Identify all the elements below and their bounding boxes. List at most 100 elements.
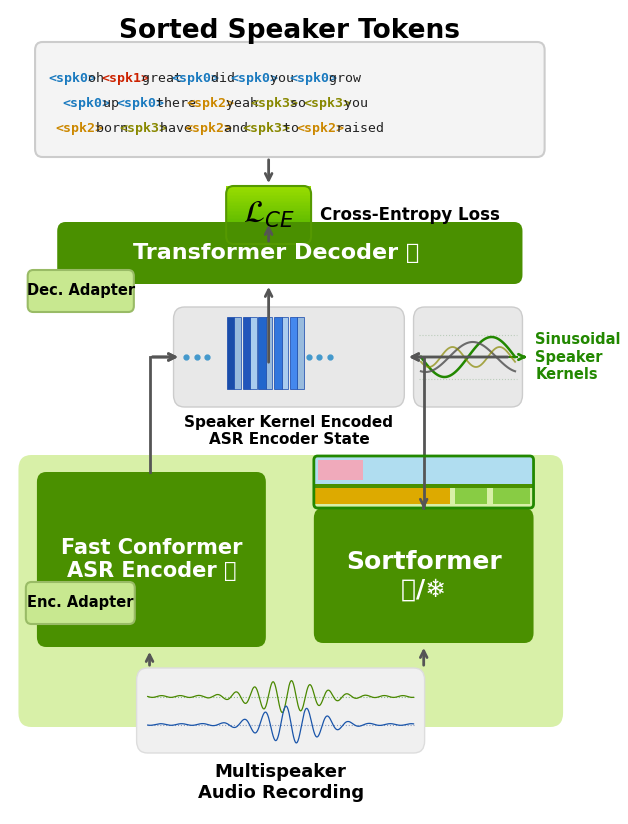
Bar: [455, 488, 487, 504]
Bar: [274, 317, 281, 389]
Text: Dec. Adapter: Dec. Adapter: [27, 283, 135, 298]
FancyBboxPatch shape: [57, 222, 522, 284]
Text: have: have: [152, 121, 200, 134]
Bar: [226, 186, 311, 189]
FancyBboxPatch shape: [28, 270, 134, 312]
Bar: [243, 317, 250, 389]
Bar: [281, 317, 288, 389]
Text: <spk0>: <spk0>: [48, 72, 96, 85]
Bar: [226, 230, 311, 232]
Text: Transformer Decoder 🔥: Transformer Decoder 🔥: [133, 243, 419, 263]
Bar: [226, 204, 311, 206]
Bar: [226, 199, 311, 202]
Bar: [226, 232, 311, 235]
FancyBboxPatch shape: [37, 472, 266, 647]
Text: <spk0>: <spk0>: [171, 72, 219, 85]
Bar: [318, 460, 363, 480]
Bar: [290, 317, 297, 389]
Bar: [493, 488, 530, 504]
Text: great: great: [134, 72, 190, 85]
Bar: [226, 211, 311, 213]
Bar: [226, 200, 311, 203]
Text: oh: oh: [80, 72, 112, 85]
Bar: [226, 189, 311, 191]
Text: Sortformer
🔥/❄️: Sortformer 🔥/❄️: [346, 550, 502, 602]
Text: you: you: [262, 72, 302, 85]
Bar: [226, 236, 311, 238]
Bar: [227, 317, 234, 389]
Text: <spk2>: <spk2>: [296, 121, 344, 134]
Text: $\mathcal{L}_{CE}$: $\mathcal{L}_{CE}$: [242, 200, 295, 230]
FancyBboxPatch shape: [18, 455, 563, 727]
Text: to: to: [275, 121, 307, 134]
Bar: [226, 217, 311, 219]
Bar: [314, 484, 534, 488]
Text: did: did: [203, 72, 243, 85]
Bar: [226, 221, 311, 223]
Bar: [259, 317, 266, 389]
Text: Multispeaker
Audio Recording: Multispeaker Audio Recording: [198, 763, 364, 802]
Bar: [226, 208, 311, 210]
Text: yeah: yeah: [218, 96, 266, 110]
Bar: [226, 227, 311, 229]
Text: grow: grow: [321, 72, 361, 85]
Bar: [250, 317, 257, 389]
Bar: [226, 231, 311, 233]
Bar: [226, 236, 311, 239]
Bar: [226, 187, 311, 190]
Text: <spk3>: <spk3>: [250, 96, 298, 110]
Text: <spk0>: <spk0>: [63, 96, 111, 110]
Bar: [226, 241, 311, 244]
Text: <spk2>: <spk2>: [186, 96, 234, 110]
Bar: [226, 206, 311, 208]
Bar: [297, 317, 304, 389]
Text: Fast Conformer
ASR Encoder 🔥: Fast Conformer ASR Encoder 🔥: [61, 538, 242, 581]
Bar: [226, 194, 311, 197]
Text: Enc. Adapter: Enc. Adapter: [27, 596, 134, 611]
Bar: [226, 222, 311, 225]
Text: Cross-Entropy Loss: Cross-Entropy Loss: [320, 206, 500, 224]
Bar: [226, 219, 311, 222]
Bar: [226, 209, 311, 212]
Bar: [226, 225, 311, 227]
Text: there: there: [148, 96, 205, 110]
Text: Speaker Kernel Encoded
ASR Encoder State: Speaker Kernel Encoded ASR Encoder State: [185, 415, 393, 447]
FancyBboxPatch shape: [414, 307, 522, 407]
Bar: [226, 215, 311, 218]
Bar: [226, 213, 311, 216]
Text: you: you: [336, 96, 368, 110]
Bar: [226, 223, 311, 226]
FancyBboxPatch shape: [26, 582, 135, 624]
Text: <spk0>: <spk0>: [116, 96, 165, 110]
Text: <spk2>: <spk2>: [184, 121, 232, 134]
Bar: [226, 218, 311, 220]
Bar: [226, 234, 311, 236]
FancyBboxPatch shape: [314, 508, 534, 643]
FancyBboxPatch shape: [137, 668, 425, 753]
Bar: [226, 198, 311, 200]
Bar: [226, 238, 311, 241]
Bar: [226, 240, 311, 242]
Text: Sinusoidal
Speaker
Kernels: Sinusoidal Speaker Kernels: [536, 332, 621, 382]
Text: <spk3>: <spk3>: [304, 96, 352, 110]
Text: <spk0>: <spk0>: [289, 72, 337, 85]
Text: up: up: [95, 96, 127, 110]
Text: <spk2>: <spk2>: [55, 121, 104, 134]
FancyBboxPatch shape: [35, 42, 544, 157]
Bar: [226, 242, 311, 245]
Bar: [226, 212, 311, 214]
Text: <spk3>: <spk3>: [119, 121, 168, 134]
Bar: [226, 202, 311, 204]
Text: raised: raised: [328, 121, 384, 134]
Bar: [234, 317, 241, 389]
Bar: [314, 488, 450, 504]
Bar: [314, 456, 534, 484]
Text: born: born: [87, 121, 136, 134]
Text: <spk1>: <spk1>: [102, 72, 149, 85]
Bar: [226, 205, 311, 208]
Bar: [266, 317, 273, 389]
Text: <spk3>: <spk3>: [243, 121, 291, 134]
Text: <spk0>: <spk0>: [230, 72, 278, 85]
Bar: [226, 228, 311, 231]
Bar: [226, 194, 311, 196]
